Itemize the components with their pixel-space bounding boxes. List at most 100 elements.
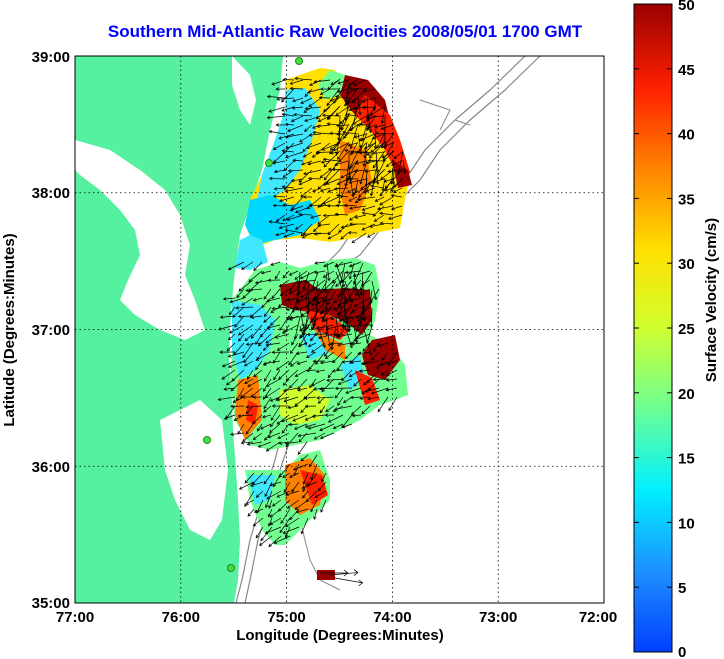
velocity-arrow	[281, 423, 290, 434]
velocity-arrow	[263, 396, 272, 410]
velocity-arrow	[361, 360, 380, 366]
velocity-arrow	[218, 324, 236, 331]
velocity-arrow	[388, 214, 403, 220]
velocity-arrow	[294, 205, 313, 214]
velocity-arrow	[247, 508, 255, 517]
velocity-arrow	[305, 351, 317, 358]
velocity-arrow	[235, 306, 254, 310]
velocity-arrow	[280, 508, 291, 524]
velocity-arrow	[288, 422, 299, 427]
velocity-arrow	[283, 481, 291, 493]
velocity-arrow	[366, 325, 373, 344]
velocity-arrow	[361, 211, 376, 216]
velocity-arrow	[348, 262, 355, 280]
velocity-arrow	[255, 351, 272, 361]
velocity-arrow	[362, 342, 371, 352]
velocity-arrow	[271, 79, 286, 86]
velocity-arrow	[253, 369, 263, 378]
velocity-arrow	[269, 396, 281, 402]
velocity-arrow	[393, 187, 403, 193]
velocity-arrow	[332, 142, 349, 152]
velocity-arrow	[315, 369, 326, 373]
x-tick-label: 76:00	[162, 609, 200, 626]
velocity-arrow	[337, 378, 353, 386]
velocity-field-middle	[230, 235, 408, 450]
velocity-arrow	[337, 289, 346, 308]
velocity-arrow	[273, 535, 291, 544]
velocity-arrow	[305, 142, 322, 149]
velocity-arrow	[221, 360, 236, 368]
velocity-arrow	[294, 76, 313, 81]
velocity-arrow	[245, 405, 263, 409]
velocity-arrow	[303, 396, 317, 400]
radar-station	[265, 159, 273, 167]
velocity-arrow	[300, 405, 308, 414]
velocity-arrow	[306, 289, 310, 309]
velocity-arrow	[281, 149, 295, 153]
velocity-arrow	[295, 351, 308, 355]
velocity-arrow	[250, 324, 263, 339]
velocity-arrow	[307, 423, 326, 430]
velocity-arrow	[310, 271, 319, 293]
velocity-arrow	[333, 187, 349, 191]
x-tick-label: 75:00	[267, 609, 305, 626]
velocity-arrow	[368, 132, 377, 148]
y-tick-label: 39:00	[32, 49, 70, 66]
velocity-arrow	[302, 271, 310, 291]
velocity-arrow	[402, 159, 407, 174]
velocity-arrow	[385, 160, 394, 168]
velocity-arrow	[379, 196, 394, 206]
y-tick-label: 36:00	[32, 459, 70, 476]
velocity-arrow	[237, 414, 254, 418]
velocity-arrow	[244, 472, 255, 484]
velocity-arrow	[319, 88, 331, 95]
velocity-arrow	[353, 378, 362, 387]
velocity-arrow	[288, 378, 299, 389]
velocity-arrow	[334, 405, 353, 411]
velocity-arrow	[381, 351, 389, 362]
velocity-arrow	[321, 378, 335, 393]
velocity-arrow	[272, 194, 286, 199]
velocity-arrow	[320, 472, 327, 483]
velocity-arrow	[314, 261, 326, 265]
colorbar-tick-labels: 50 45 40 35 30 25 20 15 10 5 0	[678, 0, 695, 659]
velocity-arrow	[323, 96, 341, 113]
velocity-arrow	[317, 214, 331, 225]
velocity-arrow	[351, 306, 362, 313]
velocity-arrow	[354, 177, 359, 194]
velocity-arrow	[282, 526, 300, 534]
velocity-arrow	[259, 535, 273, 546]
velocity-arrow	[363, 177, 368, 195]
colorbar-tick-label: 25	[678, 321, 695, 338]
colorbar-tick-label: 10	[678, 515, 695, 532]
velocity-arrow	[380, 142, 394, 149]
velocity-arrow	[278, 223, 295, 230]
velocity-arrow	[363, 378, 371, 386]
velocity-arrow	[372, 377, 389, 382]
y-tick-label: 35:00	[32, 595, 70, 612]
velocity-arrow	[252, 395, 263, 399]
velocity-arrow	[352, 279, 362, 290]
velocity-arrow	[376, 205, 394, 211]
velocity-arrow	[304, 115, 322, 122]
velocity-arrow	[313, 232, 331, 236]
velocity-arrow	[263, 405, 272, 413]
velocity-arrow	[278, 369, 290, 380]
velocity-arrow	[219, 350, 236, 354]
velocity-arrow	[387, 169, 403, 174]
velocity-arrow	[295, 508, 309, 514]
velocity-arrow	[320, 160, 331, 164]
velocity-arrow	[344, 270, 362, 275]
velocity-arrow	[310, 214, 322, 219]
velocity-arrow	[289, 86, 304, 91]
velocity-arrow	[304, 423, 317, 429]
velocity-arrow	[361, 123, 368, 142]
velocity-arrow	[358, 177, 377, 198]
velocity-arrow	[282, 169, 295, 178]
velocity-arrow	[301, 160, 313, 166]
velocity-arrow	[353, 297, 371, 307]
velocity-arrow	[351, 87, 368, 104]
velocity-arrow	[274, 270, 281, 280]
velocity-arrow	[268, 176, 286, 181]
velocity-arrow	[241, 395, 254, 399]
